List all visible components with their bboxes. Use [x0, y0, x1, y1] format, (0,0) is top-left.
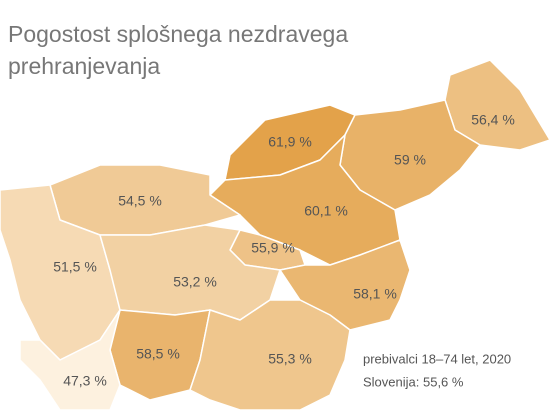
regions [0, 59, 551, 411]
value-label: 53,2 % [173, 274, 217, 290]
region [279, 239, 411, 331]
map-subtitle: prehranjevanja [8, 53, 160, 79]
region [189, 299, 351, 411]
value-label: 56,4 % [471, 112, 515, 128]
value-label: 61,9 % [268, 134, 312, 150]
value-label: 54,5 % [118, 193, 162, 209]
value-label: 47,3 % [63, 373, 107, 389]
labels: 61,9 % 56,4 % 59 % 60,1 % 54,5 % 51,5 % … [53, 112, 515, 389]
value-label: 51,5 % [53, 259, 97, 275]
value-label: 55,3 % [268, 351, 312, 367]
region [19, 309, 121, 411]
value-label: 58,1 % [353, 286, 397, 302]
map-title: Pogostost splošnega nezdravega [8, 21, 348, 47]
value-label: 55,9 % [251, 240, 295, 256]
note: prebivalci 18–74 let, 2020 [363, 351, 511, 366]
value-label: 59 % [394, 152, 426, 168]
note: Slovenija: 55,6 % [363, 374, 464, 389]
value-label: 58,5 % [136, 346, 180, 362]
value-label: 60,1 % [304, 203, 348, 219]
